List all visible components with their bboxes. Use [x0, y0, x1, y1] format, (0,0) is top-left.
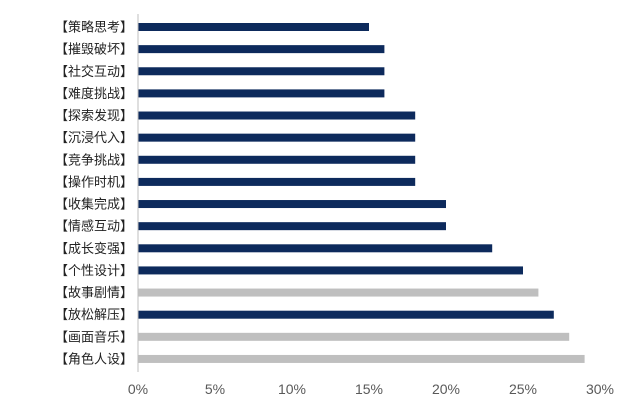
category-label: 【情感互动】	[55, 219, 133, 235]
bar-1	[138, 23, 369, 31]
bar-6	[138, 133, 416, 142]
x-tick-label: 5%	[205, 381, 225, 397]
bar-5	[138, 111, 416, 120]
x-tick-label: 30%	[586, 381, 614, 397]
category-label: 【放松解压】	[55, 308, 133, 323]
bar-16	[138, 354, 585, 363]
category-label: 【成长变强】	[55, 241, 133, 257]
bar-13	[138, 288, 539, 297]
category-label: 【探索发现】	[55, 108, 133, 124]
category-label: 【沉浸代入】	[55, 131, 133, 146]
bars-group	[138, 23, 585, 363]
category-label: 【故事剧情】	[55, 286, 133, 301]
bar-4	[138, 89, 385, 98]
x-tick-label: 0%	[128, 381, 148, 397]
category-label: 【竞争挑战】	[55, 152, 133, 168]
category-label: 【难度挑战】	[55, 86, 133, 102]
category-label: 【角色人设】	[55, 351, 133, 367]
bar-10	[138, 222, 446, 231]
category-label: 【社交互动】	[55, 64, 133, 80]
category-label: 【操作时机】	[55, 174, 133, 190]
bar-14	[138, 310, 554, 319]
category-labels: 【策略思考】【摧毁破坏】【社交互动】【难度挑战】【探索发现】【沉浸代入】【竞争挑…	[55, 20, 133, 368]
x-tick-label: 20%	[432, 381, 460, 397]
bar-12	[138, 266, 523, 275]
category-label: 【策略思考】	[55, 20, 133, 36]
category-label: 【摧毁破坏】	[55, 43, 133, 58]
bar-8	[138, 177, 416, 186]
x-tick-label: 10%	[278, 381, 306, 397]
bar-9	[138, 200, 446, 209]
category-label: 【收集完成】	[55, 197, 133, 213]
category-label: 【画面音乐】	[55, 329, 133, 345]
bar-11	[138, 244, 493, 253]
bar-2	[138, 45, 385, 54]
bar-3	[138, 67, 385, 76]
x-tick-labels: 0% 5% 10% 15% 20% 25% 30%	[128, 381, 614, 397]
x-tick-label: 15%	[355, 381, 383, 397]
category-label: 【个性设计】	[55, 264, 133, 279]
bar-15	[138, 332, 570, 341]
x-tick-label: 25%	[509, 381, 537, 397]
bar-7	[138, 155, 416, 164]
